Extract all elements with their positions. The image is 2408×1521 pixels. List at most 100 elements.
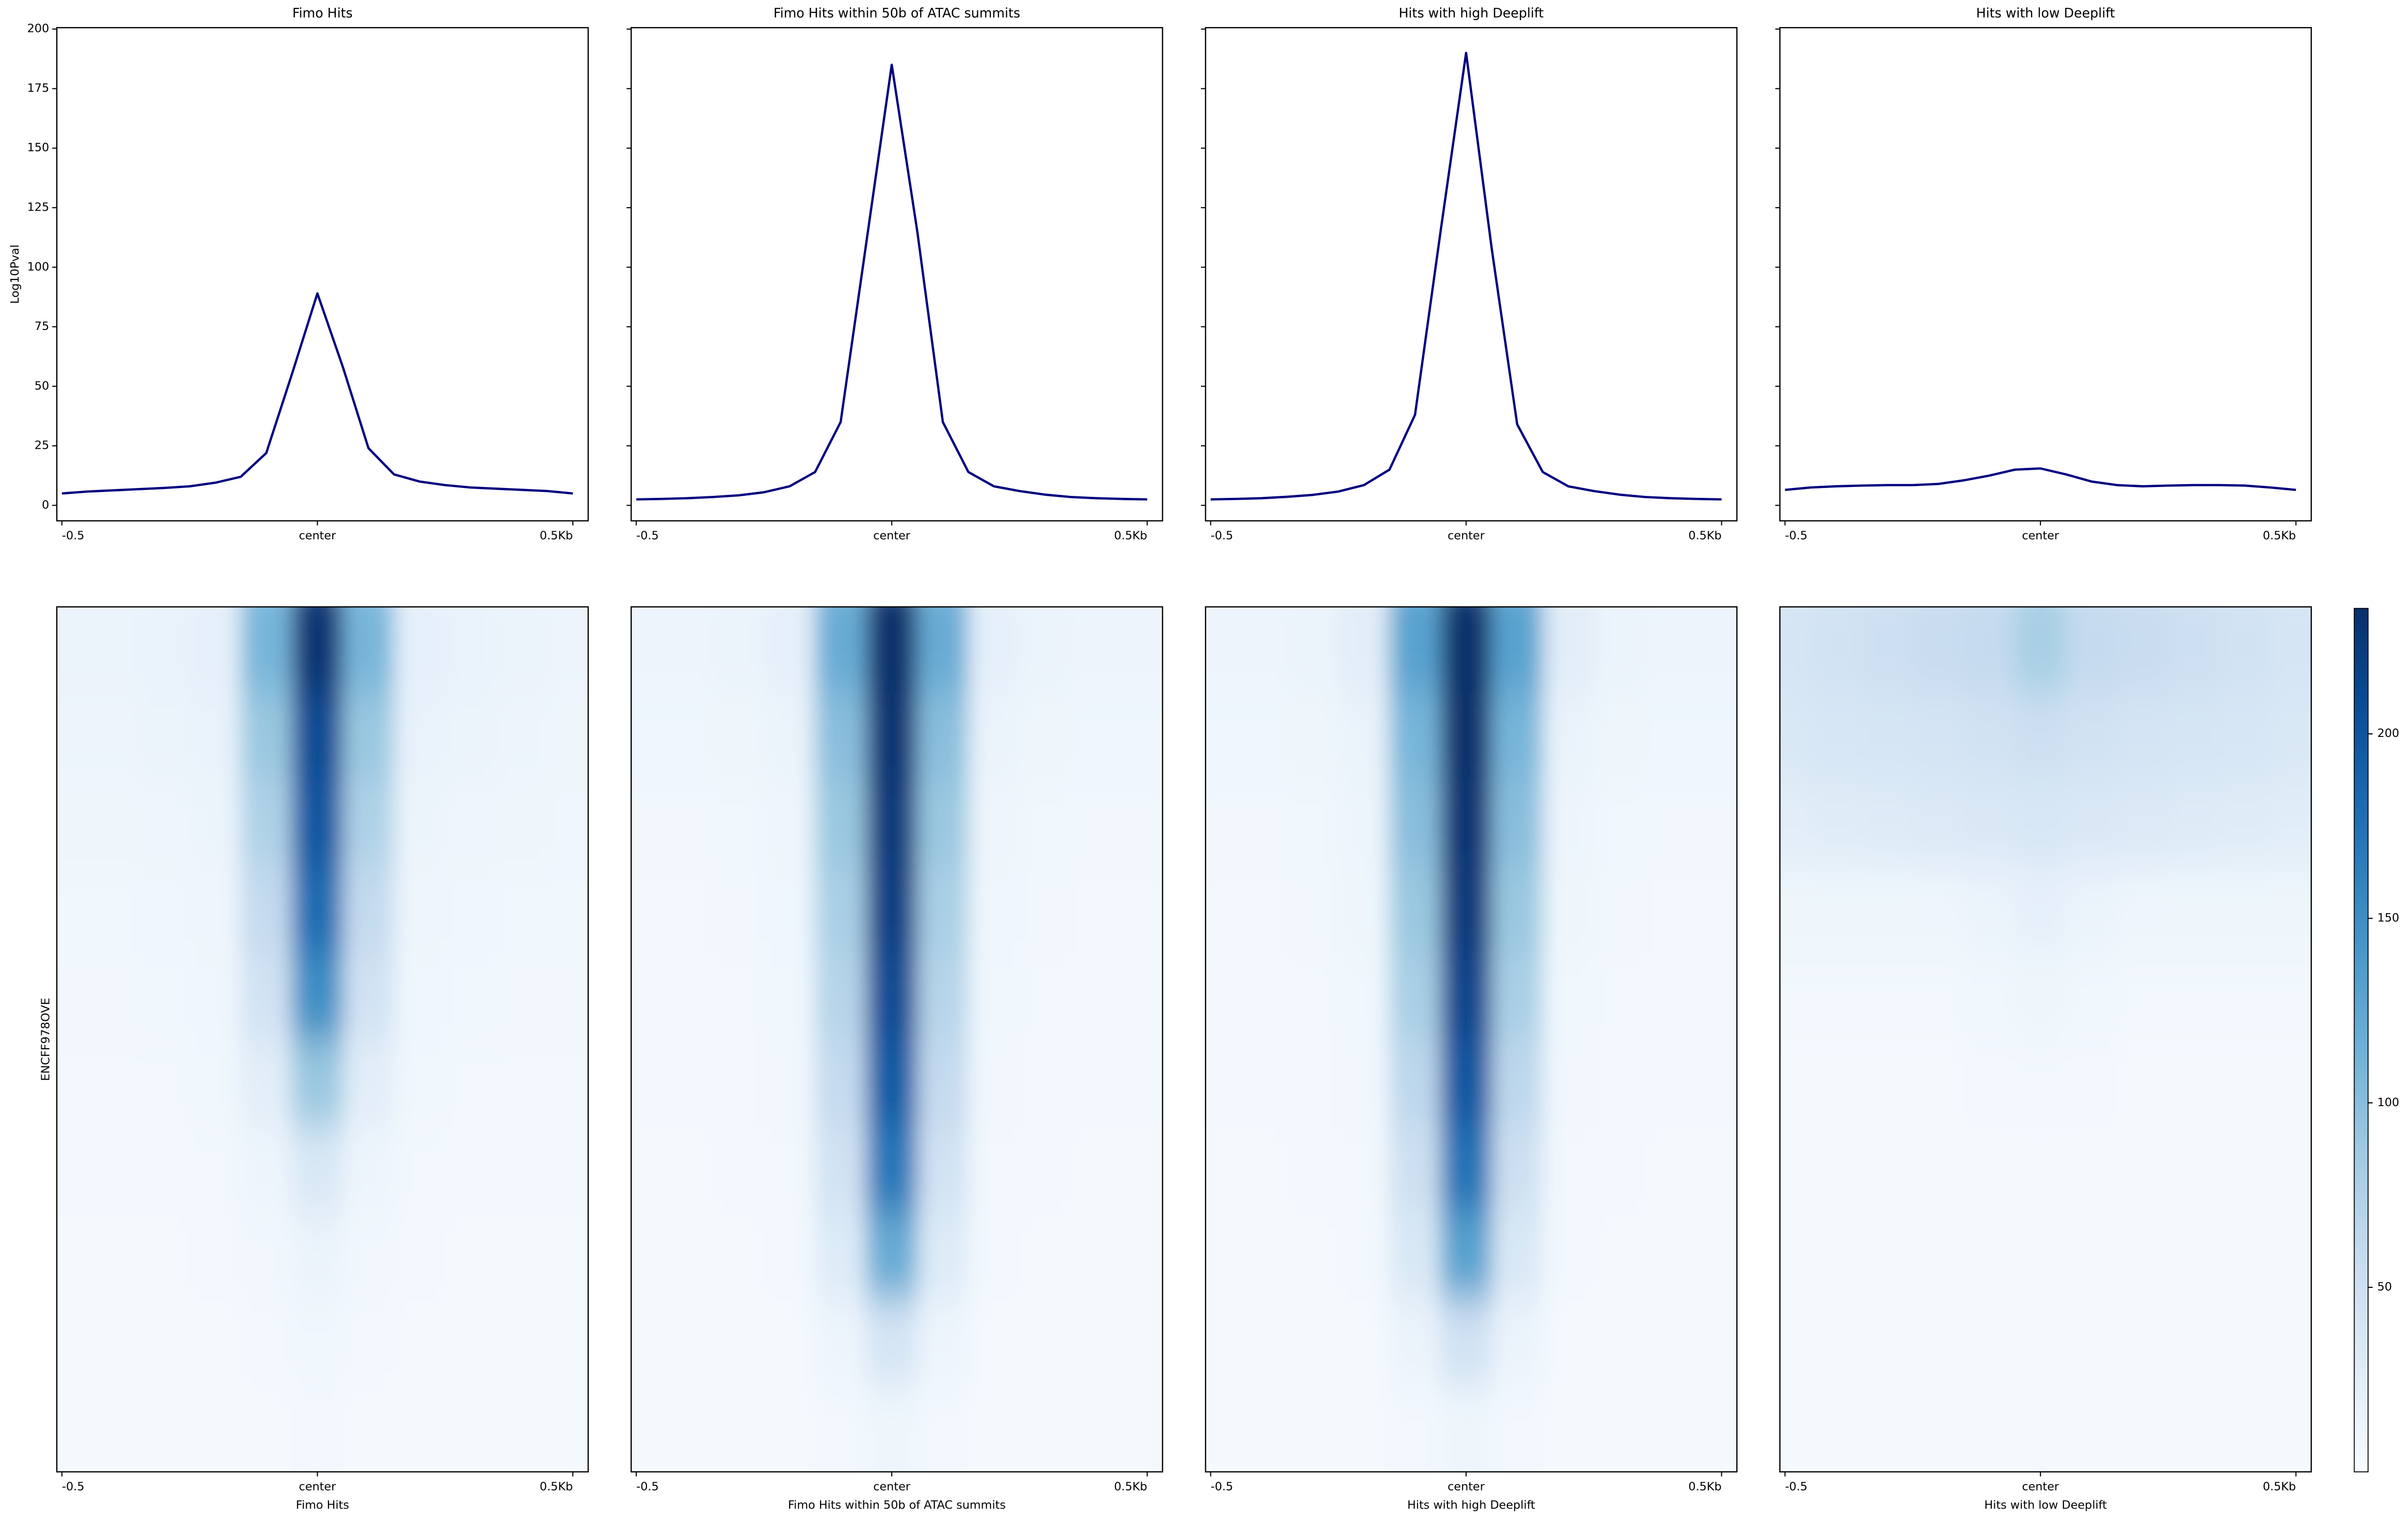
x-tick-label: center (873, 529, 910, 543)
heatmap-cell (631, 780, 662, 867)
heatmap-cell (631, 693, 662, 780)
heatmap-cell (496, 1299, 548, 1385)
heatmap-cell (1389, 693, 1441, 780)
heatmap-cell (1019, 1385, 1071, 1472)
heatmap-cell (917, 780, 968, 867)
heatmap-cell (1861, 1126, 1913, 1213)
heatmap-cell (1070, 1212, 1122, 1299)
heatmap-blur (56, 607, 589, 1472)
heatmap-cell (56, 607, 88, 694)
x-tick-label: center (1447, 529, 1485, 543)
heatmap-cell (631, 607, 662, 694)
heatmap-cell (445, 1126, 496, 1213)
heatmap-cell (445, 1299, 496, 1385)
heatmap-cell (2219, 1126, 2271, 1213)
heatmap-cell (1861, 607, 1913, 694)
x-tick-label: 0.5Kb (1688, 529, 1722, 543)
heatmap-cell (2219, 607, 2271, 694)
heatmap-cell (189, 1126, 241, 1213)
heatmap-cell (1543, 952, 1594, 1039)
heatmap-cell (631, 1385, 662, 1472)
heatmap-cell (631, 1212, 662, 1299)
heatmap-cell (343, 607, 394, 694)
heatmap-cell (1964, 1385, 2015, 1472)
x-axis-label: Fimo Hits (296, 1498, 349, 1512)
heatmap-cell (866, 1212, 917, 1299)
heatmap-cell (1645, 1299, 1696, 1385)
heatmap-cell (1780, 1126, 1811, 1213)
heatmap-cell (2270, 1212, 2311, 1299)
heatmap-cell (764, 1039, 815, 1126)
heatmap-cell (2066, 693, 2117, 780)
x-tick-label: 0.5Kb (540, 1480, 573, 1494)
heatmap-cell (764, 693, 815, 780)
heatmap-cell (394, 693, 445, 780)
heatmap-blur (631, 607, 1163, 1472)
panel-title: Hits with low Deeplift (1976, 6, 2115, 21)
heatmap-cells (1205, 607, 1737, 1472)
heatmap-frame (1779, 606, 2312, 1473)
heatmap-cell (1122, 1299, 1163, 1385)
heatmap-cell (1492, 693, 1543, 780)
heatmap-cell (917, 866, 968, 953)
heatmap-cell (1236, 1126, 1287, 1213)
heatmap-cell (138, 607, 190, 694)
heatmap-cell (547, 607, 589, 694)
heatmap-cell (1019, 866, 1071, 953)
heatmap-cell (1389, 952, 1441, 1039)
heatmap-cell (87, 1126, 139, 1213)
heatmap-cell (1440, 1299, 1492, 1385)
heatmap-cell (343, 866, 394, 953)
heatmap-cell (1964, 866, 2015, 953)
heatmap-cell (1205, 1299, 1236, 1385)
heatmap-cell (1594, 780, 1645, 867)
heatmap-cell (1645, 952, 1696, 1039)
heatmap-cell (2066, 866, 2117, 953)
heatmap-cell (241, 1126, 292, 1213)
heatmap-cell (2270, 1126, 2311, 1213)
heatmap-cell (764, 1126, 815, 1213)
heatmap-cell (56, 1385, 88, 1472)
heatmap-cell (2168, 1299, 2220, 1385)
heatmap-cell (241, 866, 292, 953)
heatmap-cell (1645, 1039, 1696, 1126)
heatmap-cell (1070, 1039, 1122, 1126)
heatmap-frame (1204, 606, 1738, 1473)
heatmap-cell (87, 693, 139, 780)
heatmap-cell (1338, 866, 1390, 953)
heatmap-cell (496, 952, 548, 1039)
heatmap-cell (1810, 952, 1862, 1039)
heatmap-cell (1287, 1039, 1338, 1126)
heatmap-cell (662, 866, 713, 953)
panel-title: Fimo Hits (293, 6, 353, 21)
heatmap-cell (1912, 693, 1964, 780)
heatmap-cell (547, 693, 589, 780)
heatmap-cell (2270, 780, 2311, 867)
heatmap-cell (1964, 952, 2015, 1039)
heatmap-cell (1389, 1299, 1441, 1385)
heatmap-cell (866, 607, 917, 694)
heatmap-cell (1389, 1385, 1441, 1472)
heatmap-cell (1440, 952, 1492, 1039)
heatmap-cell (631, 952, 662, 1039)
heatmap-cell (1912, 1039, 1964, 1126)
heatmap-cell (1440, 1039, 1492, 1126)
heatmap-cell (343, 1299, 394, 1385)
colorbar-tick-label: 100 (2377, 1095, 2399, 1109)
heatmap-cell (1645, 693, 1696, 780)
y-tick-label: 25 (34, 438, 49, 452)
heatmap-cell (1070, 607, 1122, 694)
heatmap-cell (1861, 1299, 1913, 1385)
heatmap-cell (547, 866, 589, 953)
heatmap-cell (713, 1039, 764, 1126)
heatmap-cell (815, 952, 866, 1039)
heatmap-cell (1389, 780, 1441, 867)
heatmap-blur (1205, 607, 1737, 1472)
heatmap-cell (1122, 607, 1163, 694)
heatmap-cell (1543, 1039, 1594, 1126)
heatmap-cell (1070, 866, 1122, 953)
heatmap-cell (2117, 607, 2168, 694)
heatmap-cell (917, 607, 968, 694)
heatmap-cell (56, 866, 88, 953)
